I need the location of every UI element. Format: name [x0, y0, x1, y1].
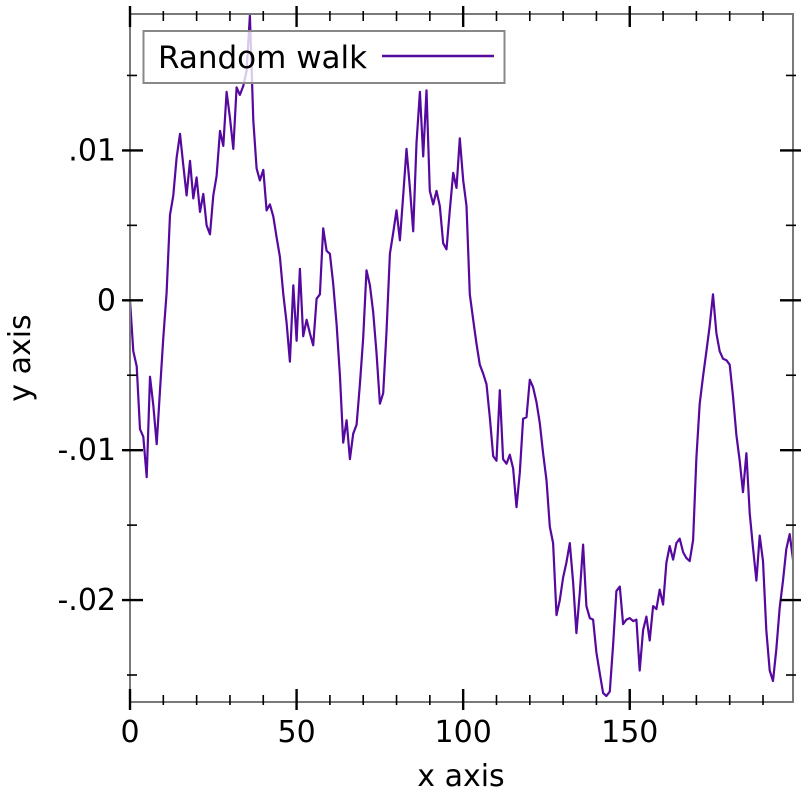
- x-tick-label: 50: [277, 715, 315, 750]
- axis-tick-labels: 0 50 100 150 .01 0 -.01 -.02: [57, 133, 658, 750]
- legend: Random walk: [142, 30, 506, 84]
- plot-frame: [129, 13, 794, 703]
- y-axis-title: y axis: [3, 314, 38, 401]
- x-tick-label: 150: [601, 715, 658, 750]
- x-tick-label: 0: [120, 715, 139, 750]
- axis-ticks: [122, 6, 801, 710]
- y-tick-label: 0: [97, 283, 116, 318]
- y-tick-label: .01: [68, 133, 116, 168]
- x-axis-title: x axis: [417, 759, 504, 794]
- legend-label: Random walk: [158, 40, 367, 76]
- x-tick-label: 100: [435, 715, 492, 750]
- random-walk-line: [128, 14, 795, 698]
- y-tick-label: -.01: [57, 433, 116, 468]
- y-tick-label: -.02: [57, 583, 116, 618]
